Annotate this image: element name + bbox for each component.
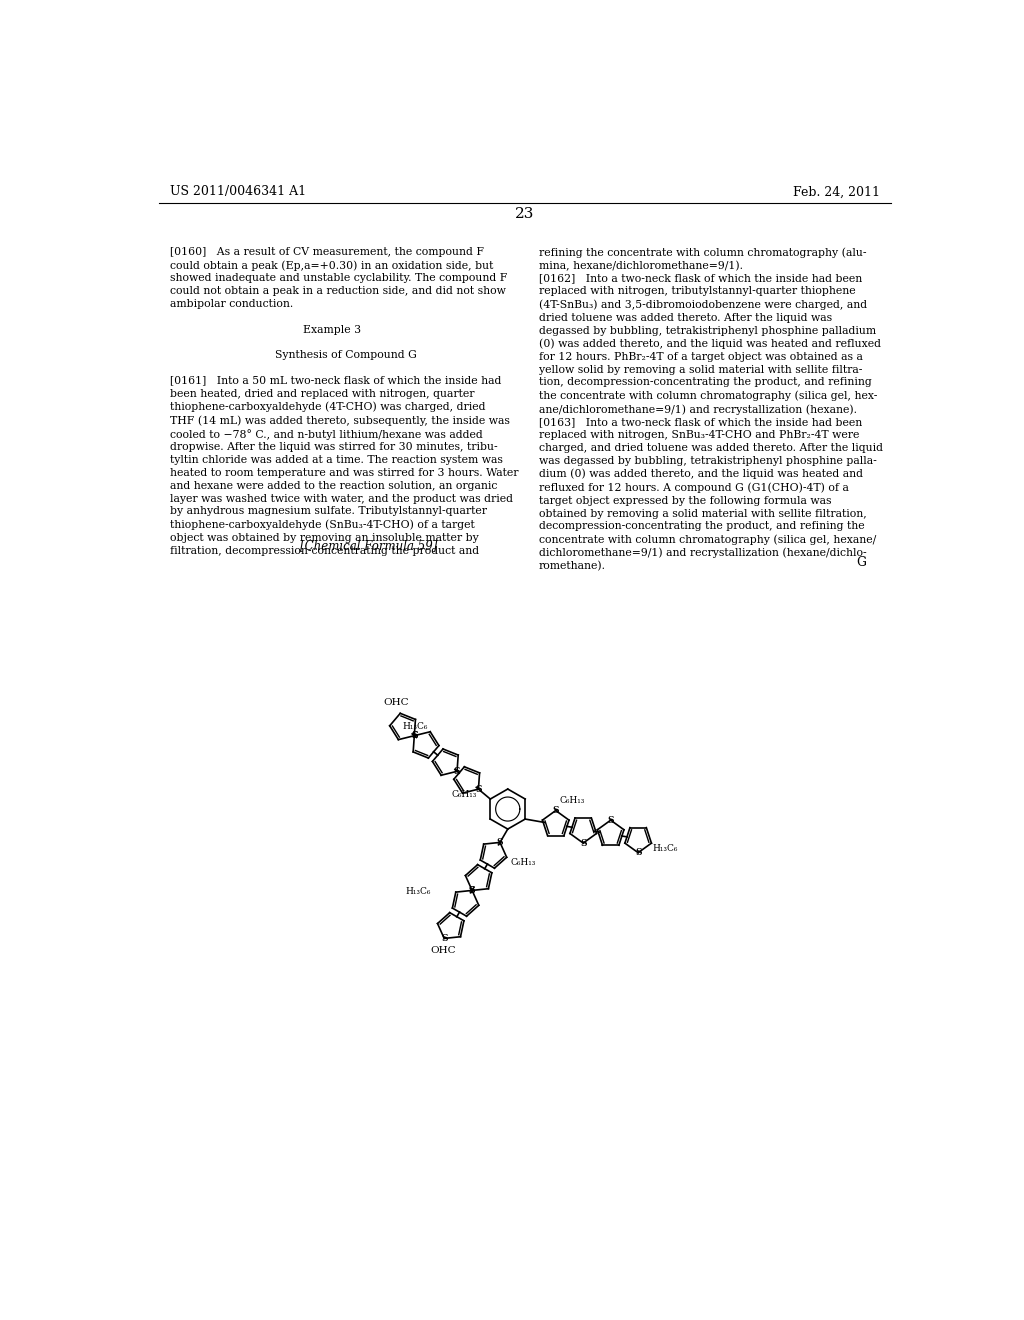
Text: S: S <box>607 816 614 825</box>
Text: refining the concentrate with column chromatography (alu-
mina, hexane/dichlorom: refining the concentrate with column chr… <box>539 247 883 572</box>
Text: G: G <box>856 557 866 569</box>
Text: C₆H₁₃: C₆H₁₃ <box>452 791 477 800</box>
Text: S: S <box>469 886 475 895</box>
Text: Feb. 24, 2011: Feb. 24, 2011 <box>793 185 880 198</box>
Text: S: S <box>469 886 475 895</box>
Text: [Chemical Formula 59]: [Chemical Formula 59] <box>300 540 437 553</box>
Text: OHC: OHC <box>431 946 457 954</box>
Text: H₁₃C₆: H₁₃C₆ <box>402 722 428 731</box>
Text: H₁₃C₆: H₁₃C₆ <box>406 887 431 896</box>
Text: OHC: OHC <box>383 698 409 708</box>
Text: S: S <box>635 849 641 857</box>
Text: 23: 23 <box>515 207 535 222</box>
Text: S: S <box>411 731 418 741</box>
Text: US 2011/0046341 A1: US 2011/0046341 A1 <box>170 185 306 198</box>
Text: S: S <box>497 838 503 847</box>
Text: S: S <box>475 784 481 793</box>
Text: S: S <box>553 807 559 814</box>
Text: C₆H₁₃: C₆H₁₃ <box>559 796 585 805</box>
Text: [0160]   As a result of CV measurement, the compound F
could obtain a peak (Ep,a: [0160] As a result of CV measurement, th… <box>170 247 518 556</box>
Text: S: S <box>411 731 418 741</box>
Text: H₁₃C₆: H₁₃C₆ <box>652 843 678 853</box>
Text: S: S <box>441 935 447 942</box>
Text: S: S <box>454 767 461 776</box>
Text: S: S <box>580 838 587 847</box>
Text: C₆H₁₃: C₆H₁₃ <box>510 858 536 867</box>
